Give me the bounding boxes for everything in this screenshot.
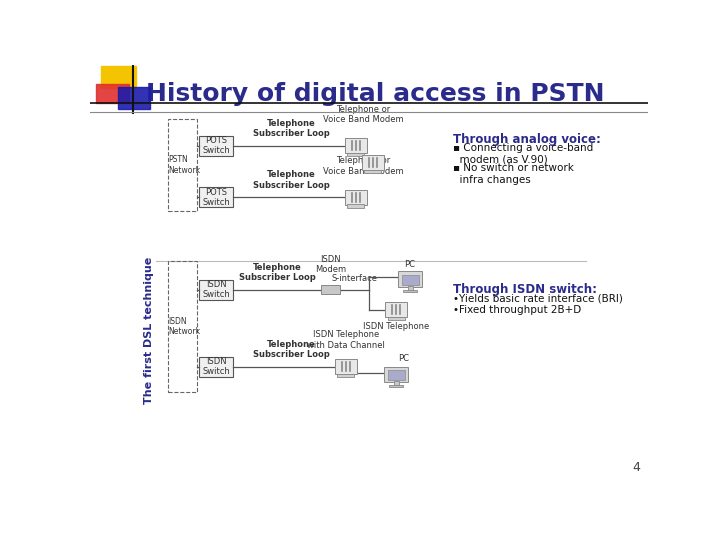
Bar — [362, 155, 384, 170]
Bar — [402, 275, 418, 285]
Bar — [364, 170, 382, 173]
Bar — [347, 153, 364, 157]
Bar — [168, 119, 197, 211]
Bar — [385, 302, 407, 318]
Bar — [337, 374, 354, 377]
Bar — [199, 356, 233, 377]
Text: ISDN
Modem: ISDN Modem — [315, 255, 346, 274]
Text: ISDN Telephone: ISDN Telephone — [363, 322, 429, 331]
Text: 4: 4 — [632, 462, 640, 475]
Text: ▪ Connecting a voice-band
  modem (as V.90): ▪ Connecting a voice-band modem (as V.90… — [453, 143, 593, 165]
Text: •Fixed throughput 2B+D: •Fixed throughput 2B+D — [453, 305, 581, 315]
Text: PC: PC — [405, 260, 415, 269]
Text: ISDN
Switch: ISDN Switch — [202, 357, 230, 376]
Text: Telephone
Subscriber Loop: Telephone Subscriber Loop — [239, 262, 315, 282]
Bar — [403, 289, 417, 292]
Bar — [199, 136, 233, 156]
Text: ISDN Telephone
with Data Channel: ISDN Telephone with Data Channel — [307, 330, 384, 350]
Bar — [96, 84, 129, 103]
Bar — [384, 367, 408, 382]
Bar — [335, 359, 356, 374]
Text: Telephone
Subscriber Loop: Telephone Subscriber Loop — [253, 119, 330, 138]
Text: ISDN
Network: ISDN Network — [168, 317, 200, 336]
Text: Through ISDN switch:: Through ISDN switch: — [453, 284, 597, 296]
Text: POTS
Switch: POTS Switch — [202, 136, 230, 156]
Bar — [345, 138, 366, 153]
Text: ISDN
Switch: ISDN Switch — [202, 280, 230, 299]
Bar — [199, 187, 233, 207]
Bar — [390, 385, 403, 387]
Text: PC: PC — [398, 354, 410, 363]
Bar — [387, 316, 405, 320]
Text: History of digital access in PSTN: History of digital access in PSTN — [145, 82, 604, 106]
Bar — [118, 87, 150, 109]
Bar — [199, 280, 233, 300]
Bar — [321, 285, 340, 294]
Text: •Yields basic rate interface (BRI): •Yields basic rate interface (BRI) — [453, 294, 623, 303]
Bar — [408, 286, 413, 291]
Text: The first DSL technique: The first DSL technique — [144, 257, 154, 404]
Bar — [394, 381, 399, 386]
Text: ▪ No switch or network
  infra changes: ▪ No switch or network infra changes — [453, 164, 574, 185]
Bar — [168, 261, 197, 392]
Text: Telephone or
Voice Band Modem: Telephone or Voice Band Modem — [323, 105, 404, 124]
Bar — [345, 190, 366, 205]
Text: Telephone or
Voice Band Modem: Telephone or Voice Band Modem — [323, 156, 404, 176]
Bar — [387, 370, 405, 380]
Bar — [347, 204, 364, 208]
Text: POTS
Switch: POTS Switch — [202, 187, 230, 207]
Text: PSTN
Network: PSTN Network — [168, 155, 200, 174]
Text: S-interface: S-interface — [331, 274, 377, 284]
Text: Telephone
Subscriber Loop: Telephone Subscriber Loop — [253, 340, 330, 359]
Bar — [101, 66, 136, 88]
Text: Through analog voice:: Through analog voice: — [453, 132, 600, 146]
Bar — [398, 271, 422, 287]
Text: Telephone
Subscriber Loop: Telephone Subscriber Loop — [253, 170, 330, 190]
